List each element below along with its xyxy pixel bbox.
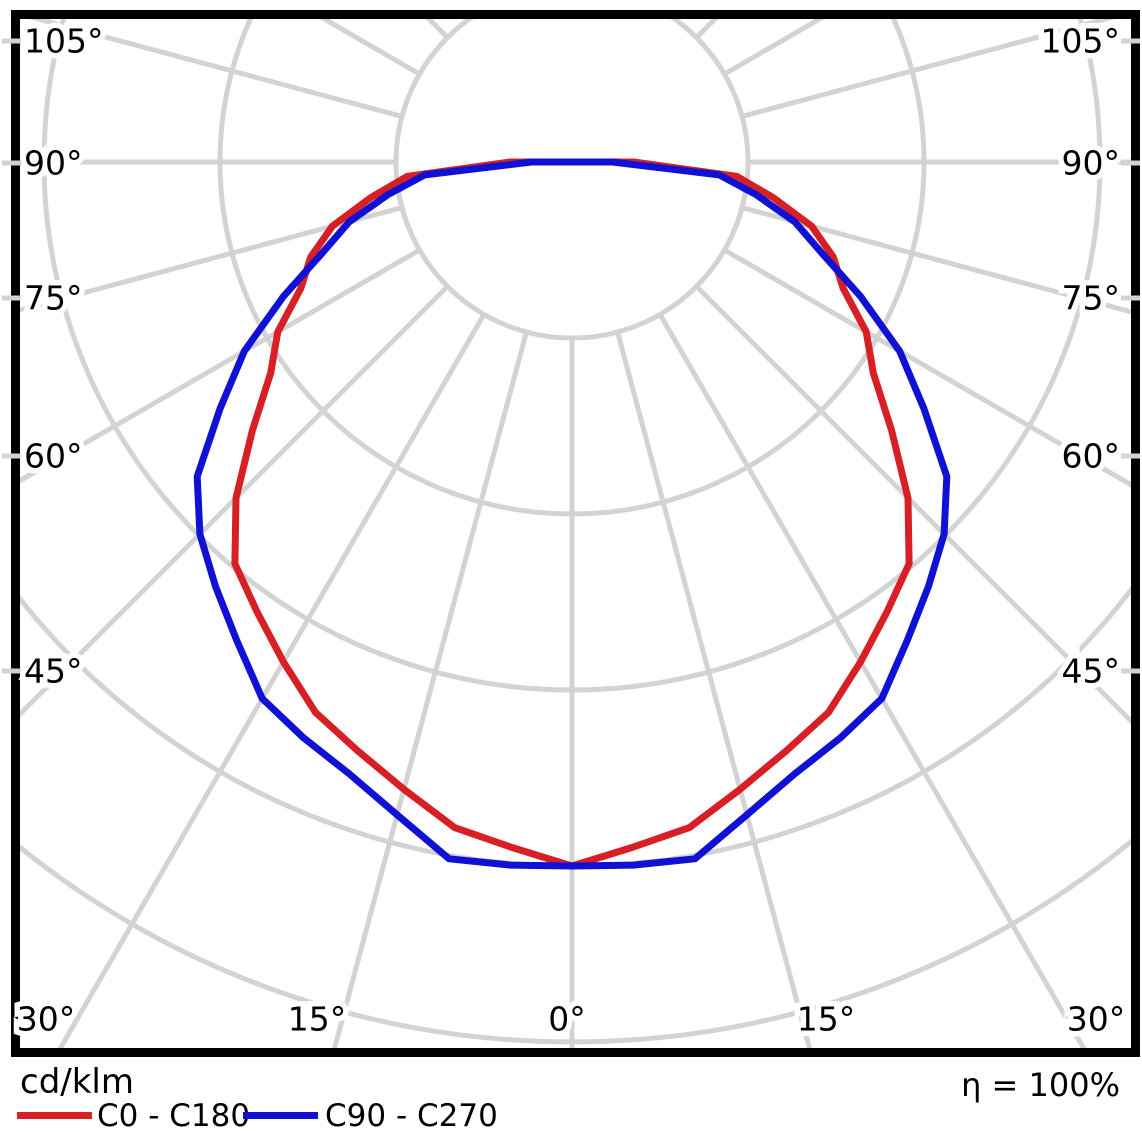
angle-label-right-105: 105° (1041, 22, 1121, 61)
angle-label-right-60: 60° (1062, 437, 1121, 476)
grid-radial--60 (20, 247, 421, 484)
grid-radial--105 (28, 19, 403, 119)
angle-label-bottom-left-30: 30° (17, 1000, 76, 1039)
plot-border (11, 10, 1140, 1057)
angle-labels: 105° 90° 75° 60° 45° 105° 90° 75° 60° 45… (11, 16, 1131, 1044)
legend-swatch-c90-c270 (243, 1112, 318, 1119)
angle-label-right-75: 75° (1062, 279, 1121, 318)
grid-radial--75 (20, 205, 403, 313)
angle-label-right-90: 90° (1062, 144, 1121, 183)
angle-label-bottom-right-15: 15° (797, 1000, 856, 1039)
grid-radial--45 (20, 284, 450, 718)
angle-label-right-45: 45° (1062, 652, 1121, 691)
grid-radial--30 (57, 313, 487, 1048)
grid-radial-105 (741, 19, 1116, 119)
grid-radial--15 (332, 331, 529, 1048)
grid-radial-60 (723, 247, 1131, 488)
angle-label-left-75: 75° (24, 279, 83, 318)
legend-label-c0-c180: C0 - C180 (97, 1098, 251, 1132)
grid-radial--150 (0, 0, 484, 10)
grid-radial-150 (660, 0, 1142, 10)
curve-c90-c270 (193, 158, 951, 870)
angle-label-left-90: 90° (24, 144, 83, 183)
unit-label: cd/klm (20, 1062, 134, 1102)
angle-label-left-60: 60° (24, 437, 83, 476)
angle-label-bottom-0: 0° (548, 1000, 586, 1039)
angle-tick-marks (2, 38, 1140, 674)
legend-label-c90-c270: C90 - C270 (325, 1098, 498, 1132)
grid-radial-15 (615, 331, 812, 1048)
angle-label-left-45: 45° (24, 652, 83, 691)
efficiency-value: η = 100% (961, 1066, 1120, 1104)
grid-radial-30 (657, 313, 1087, 1048)
angle-label-bottom-left-15: 15° (288, 1000, 347, 1039)
angle-label-left-105: 105° (24, 22, 104, 61)
angle-label-bottom-right-30: 30° (1067, 1000, 1126, 1039)
grid-radial-45 (694, 284, 1131, 725)
curves-group (193, 158, 951, 870)
grid-radial-75 (741, 205, 1131, 315)
legend-swatch-c0-c180 (17, 1112, 92, 1119)
